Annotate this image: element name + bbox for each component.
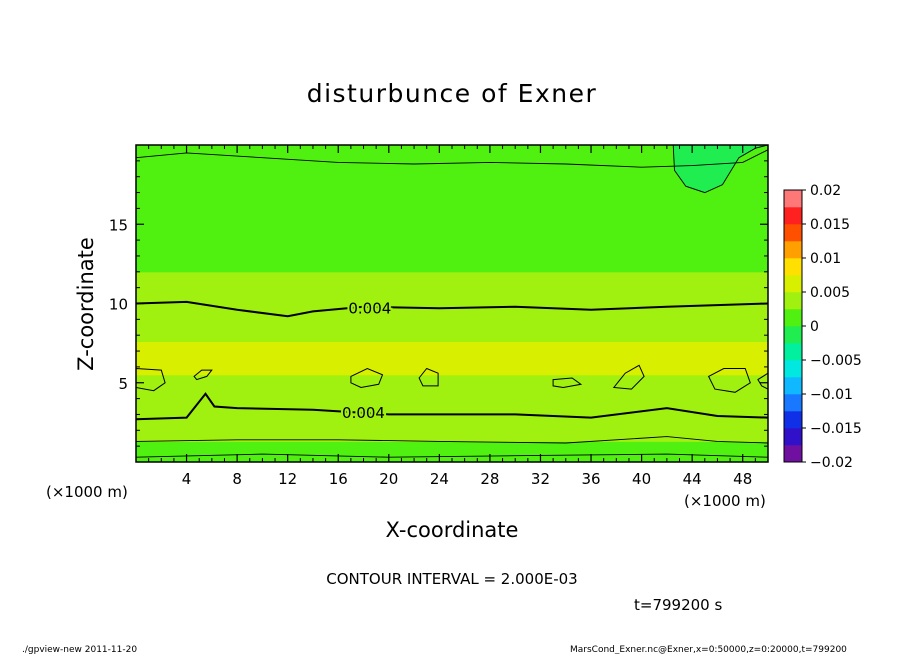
colorbar-segment-15 xyxy=(784,190,802,208)
colorbar-segment-14 xyxy=(784,207,802,225)
x-tick-label-9: 40 xyxy=(632,470,651,488)
colorbar-label-0: 0.02 xyxy=(810,183,841,199)
band-8 xyxy=(136,271,768,304)
chart-title: disturbunce of Exner xyxy=(307,79,598,108)
contour-line-3 xyxy=(135,149,769,168)
band-10 xyxy=(136,167,768,241)
colorbar-segment-8 xyxy=(784,309,802,327)
contour-labels: 0.004 0.004 xyxy=(340,297,393,424)
colorbar-segment-2 xyxy=(784,411,802,429)
contour-lines xyxy=(135,149,769,458)
x-tick-label-2: 12 xyxy=(278,470,297,488)
band-2 xyxy=(136,427,768,442)
colorbar-label-4: 0 xyxy=(810,319,819,335)
x-tick-label-6: 28 xyxy=(480,470,499,488)
y-tick-label-1: 10 xyxy=(109,296,128,314)
x-axis-ticks: 4 8 12 16 20 24 28 32 36 40 44 48 xyxy=(148,145,756,488)
x-tick-label-5: 24 xyxy=(430,470,449,488)
colorbar-label-1: 0.015 xyxy=(810,217,850,233)
colorbar-label-7: −0.015 xyxy=(810,421,862,437)
contour-line-2 xyxy=(135,436,769,444)
x-axis-label: X-coordinate xyxy=(386,518,519,542)
colorbar-segment-5 xyxy=(784,360,802,378)
colorbar-segment-3 xyxy=(784,394,802,412)
colorbar-label-6: −0.01 xyxy=(810,387,853,403)
colorbar-segment-10 xyxy=(784,275,802,293)
x-unit-left: (×1000 m) xyxy=(46,483,128,501)
x-tick-label-8: 36 xyxy=(581,470,600,488)
x-tick-label-10: 44 xyxy=(683,470,702,488)
closed-contour-2 xyxy=(350,367,384,389)
closed-contour-6 xyxy=(707,368,751,393)
colorbar-segment-1 xyxy=(784,428,802,446)
colorbar-segment-6 xyxy=(784,343,802,361)
band-3 xyxy=(136,416,768,428)
closed-contour-5 xyxy=(612,364,645,390)
colorbar-segment-9 xyxy=(784,292,802,310)
x-tick-label-7: 32 xyxy=(531,470,550,488)
x-tick-label-0: 4 xyxy=(182,470,192,488)
x-tick-label-11: 48 xyxy=(733,470,752,488)
contour-label-0: 0.004 xyxy=(348,299,391,317)
y-tick-label-0: 5 xyxy=(118,375,128,393)
colorbar-label-2: 0.01 xyxy=(810,251,841,267)
colorbar-label-8: −0.02 xyxy=(810,455,853,471)
y-axis-label: Z-coordinate xyxy=(74,237,98,371)
closed-contour-4 xyxy=(552,377,583,389)
x-tick-label-1: 8 xyxy=(232,470,242,488)
colorbar-label-5: −0.005 xyxy=(810,353,862,369)
y-axis-ticks: 5 10 15 xyxy=(109,160,768,447)
band-5 xyxy=(136,341,768,376)
contour-line-4 xyxy=(135,453,769,458)
colorbar-segment-4 xyxy=(784,377,802,395)
closed-contour-3 xyxy=(418,367,439,387)
x-tick-label-3: 16 xyxy=(329,470,348,488)
footer-left: ./gpview-new 2011-11-20 xyxy=(22,645,137,654)
colorbar-segment-12 xyxy=(784,241,802,259)
closed-contour-1 xyxy=(193,369,213,381)
contour-label-1: 0.004 xyxy=(342,404,385,422)
contour-line-1 xyxy=(135,392,769,421)
colorbar: 0.02 0.015 0.01 0.005 0 −0.005 −0.01 −0.015 −0.0… xyxy=(783,183,862,471)
colorbar-segment-11 xyxy=(784,258,802,276)
colorbar-segment-0 xyxy=(784,445,802,463)
colorbar-segment-7 xyxy=(784,326,802,344)
band-11 xyxy=(136,145,768,168)
x-tick-label-4: 20 xyxy=(379,470,398,488)
contour-line-0 xyxy=(135,300,769,318)
x-unit-right: (×1000 m) xyxy=(684,492,766,510)
corner-blob xyxy=(672,144,769,194)
band-1 xyxy=(136,441,768,455)
colorbar-label-3: 0.005 xyxy=(810,285,850,301)
band-9 xyxy=(136,240,768,273)
band-4 xyxy=(136,374,768,417)
footer-right: MarsCond_Exner.nc@Exner,x=0:50000,z=0:20… xyxy=(570,645,847,654)
contour-interval-text: CONTOUR INTERVAL = 2.000E-03 xyxy=(326,570,577,588)
band-6 xyxy=(136,327,768,343)
colorbar-segment-13 xyxy=(784,224,802,242)
y-tick-label-2: 15 xyxy=(109,216,128,234)
time-annotation: t=799200 s xyxy=(634,596,722,614)
filled-blobs xyxy=(672,144,769,194)
